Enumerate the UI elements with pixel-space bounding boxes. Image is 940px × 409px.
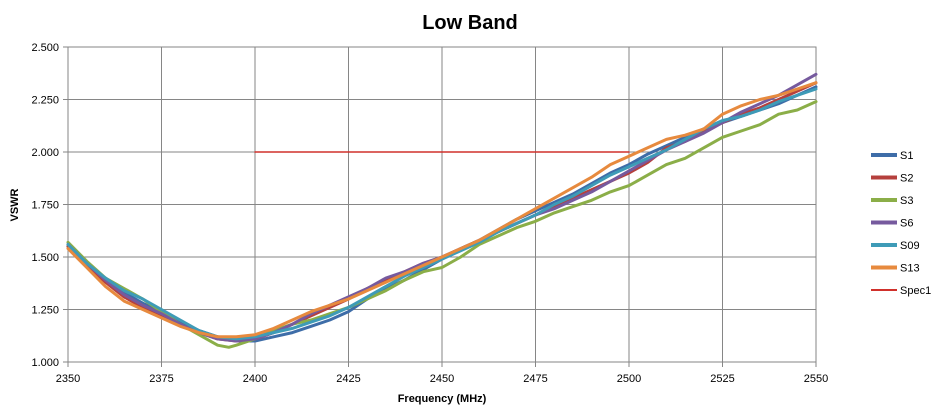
x-tick-label: 2525 <box>710 373 734 385</box>
y-axis-title: VSWR <box>9 188 21 221</box>
x-tick-label: 2350 <box>56 373 80 385</box>
legend-label-s2: S2 <box>900 173 913 185</box>
legend-label-s13: S13 <box>900 263 920 275</box>
y-tick-label: 1.750 <box>31 200 59 212</box>
y-axis-ticks: 1.000 1.250 1.500 1.750 2.000 2.250 2.500 <box>31 42 68 369</box>
gridlines <box>67 46 817 363</box>
series-layer <box>66 72 818 349</box>
y-tick-label: 2.250 <box>31 95 59 107</box>
x-tick-label: 2375 <box>149 373 173 385</box>
legend-label-s09: S09 <box>900 240 920 252</box>
x-tick-label: 2425 <box>336 373 360 385</box>
legend-label-s3: S3 <box>900 195 913 207</box>
legend-label-s1: S1 <box>900 150 913 162</box>
x-tick-label: 2475 <box>523 373 547 385</box>
legend-label-spec1: Spec1 <box>900 285 931 297</box>
legend-label-s6: S6 <box>900 218 913 230</box>
y-tick-label: 1.250 <box>31 305 59 317</box>
y-tick-label: 2.500 <box>31 42 59 54</box>
x-tick-label: 2450 <box>430 373 454 385</box>
x-axis-title: Frequency (MHz) <box>398 393 487 405</box>
x-tick-label: 2550 <box>804 373 828 385</box>
y-tick-label: 1.500 <box>31 252 59 264</box>
series-line-s13 <box>66 81 818 339</box>
y-tick-label: 1.000 <box>31 357 59 369</box>
x-tick-label: 2500 <box>617 373 641 385</box>
x-tick-label: 2400 <box>243 373 267 385</box>
legend: S1 S2 S3 S6 S09 S13 Spec1 <box>871 150 931 297</box>
x-axis-ticks: 2350 2375 2400 2425 2450 2475 2500 2525 2550 <box>56 362 828 385</box>
series-line-s09 <box>66 87 818 341</box>
chart-title: Low Band <box>422 12 518 34</box>
y-tick-label: 2.000 <box>31 147 59 159</box>
